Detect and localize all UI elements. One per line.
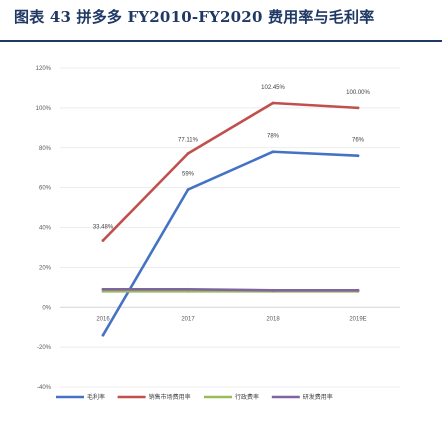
data-label: 33.48% (93, 224, 114, 230)
data-point (356, 154, 360, 158)
series-line (101, 288, 360, 292)
y-tick-label: 120% (36, 66, 52, 72)
data-label: 59% (182, 172, 195, 178)
y-tick-label: 80% (39, 146, 52, 152)
y-tick-label: 20% (39, 265, 52, 271)
legend-label: 销售市场费用率 (149, 393, 191, 401)
data-label: 100.00% (346, 90, 370, 96)
y-tick-label: -20% (37, 345, 52, 351)
data-point (186, 287, 190, 291)
x-tick-label: 2016 (96, 316, 110, 322)
data-point (356, 106, 360, 110)
y-tick-label: -40% (37, 385, 52, 391)
x-tick-label: 2019E (349, 316, 366, 322)
legend-label: 毛利率 (87, 393, 105, 401)
data-point (356, 288, 360, 292)
series-line (101, 101, 360, 242)
data-label: 77.11% (178, 138, 199, 144)
series-line (101, 150, 360, 337)
y-tick-label: 0% (42, 305, 51, 311)
data-point (271, 101, 275, 105)
data-label: 78% (267, 134, 280, 140)
data-point (271, 288, 275, 292)
chart-title: 图表 43 拼多多 FY2010-FY2020 费用率与毛利率 (14, 8, 375, 26)
data-point (186, 152, 190, 155)
title-rule (0, 40, 442, 42)
y-tick-label: 60% (39, 186, 52, 192)
y-tick-label: 100% (36, 106, 52, 112)
y-tick-label: 40% (39, 226, 52, 232)
data-label: 76% (352, 138, 365, 144)
data-point (101, 333, 105, 337)
data-point (101, 239, 105, 242)
data-point (101, 287, 105, 291)
x-tick-label: 2018 (266, 316, 280, 322)
legend-label: 研发费用率 (303, 393, 333, 401)
legend-label: 行政费率 (235, 393, 259, 401)
data-label: 102.45% (261, 85, 285, 91)
x-tick-label: 2017 (181, 316, 195, 322)
data-point (186, 188, 190, 192)
data-point (271, 150, 275, 154)
